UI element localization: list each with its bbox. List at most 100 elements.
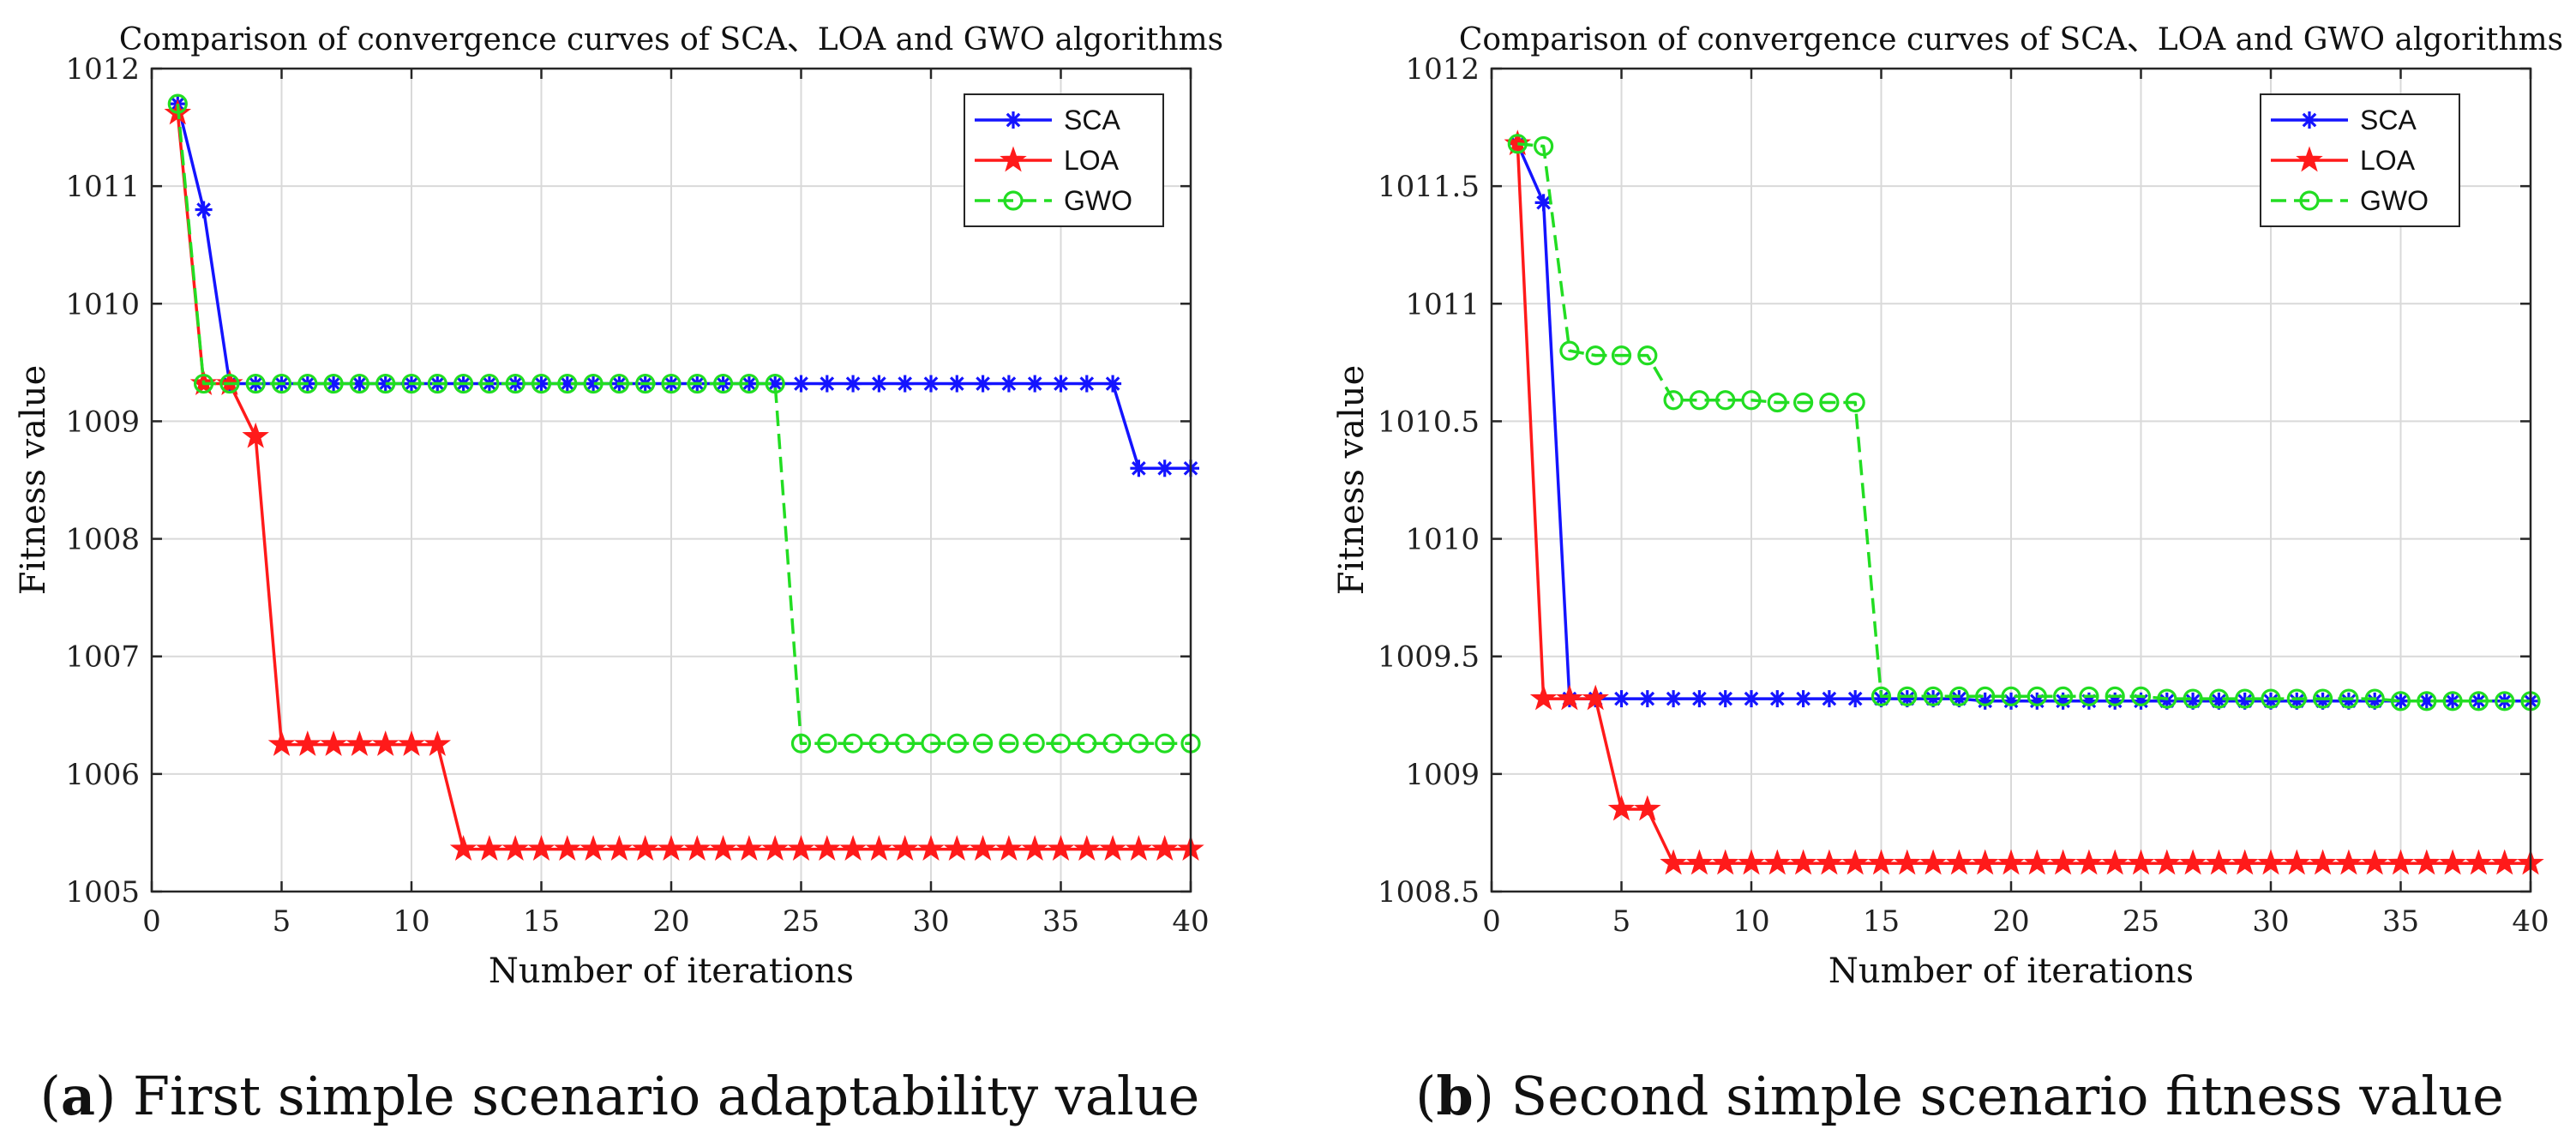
x-tick-label: 10 — [1732, 904, 1769, 939]
data-point-gwo — [2313, 688, 2333, 709]
y-tick-label: 1011.5 — [1378, 170, 1480, 204]
y-tick-label: 1009.5 — [1378, 640, 1480, 675]
data-point-sca — [1000, 375, 1018, 393]
data-point-loa — [865, 835, 893, 862]
data-point-loa — [2309, 849, 2337, 875]
caption-text: ) Second simple scenario fitness value — [1474, 1065, 2504, 1127]
data-point-sca — [1612, 690, 1630, 708]
data-point-sca — [896, 375, 914, 393]
chart-title: Comparison of convergence curves of SCA、… — [1459, 22, 2563, 57]
data-point-gwo — [1741, 390, 1762, 411]
y-tick-label: 1011 — [1405, 287, 1480, 321]
legend-marker-loa — [1000, 146, 1027, 172]
data-point-loa — [476, 835, 503, 862]
x-tick-label: 0 — [1482, 904, 1501, 939]
data-point-sca — [1156, 459, 1174, 477]
data-point-gwo — [401, 373, 422, 394]
x-tick-label: 0 — [142, 904, 161, 939]
data-point-loa — [839, 835, 867, 862]
legend-label-loa: LOA — [2360, 145, 2416, 176]
data-point-gwo — [1024, 733, 1045, 754]
data-point-loa — [2049, 849, 2077, 875]
data-point-loa — [2439, 849, 2466, 875]
data-point-loa — [1099, 835, 1126, 862]
series-gwo — [167, 93, 1201, 754]
legend-label-sca: SCA — [1064, 105, 1120, 135]
data-point-sca — [740, 375, 758, 393]
data-point-sca — [1820, 690, 1838, 708]
data-point-sca — [1768, 690, 1786, 708]
data-point-loa — [320, 730, 347, 756]
data-point-gwo — [2468, 691, 2489, 712]
data-point-loa — [2023, 849, 2051, 875]
data-point-gwo — [2390, 691, 2411, 712]
data-point-loa — [658, 835, 685, 862]
data-point-loa — [2490, 849, 2519, 875]
data-point-loa — [2179, 849, 2207, 875]
x-tick-label: 30 — [912, 904, 949, 939]
data-point-sca — [1130, 459, 1148, 477]
data-point-sca — [1716, 690, 1734, 708]
caption-letter: a — [61, 1065, 95, 1127]
data-point-sca — [1026, 375, 1044, 393]
data-point-loa — [1841, 849, 1869, 875]
data-point-loa — [2361, 849, 2388, 875]
data-point-gwo — [505, 373, 525, 394]
data-point-loa — [1556, 684, 1583, 711]
data-point-loa — [527, 835, 555, 862]
data-point-sca — [1794, 690, 1812, 708]
data-point-sca — [1846, 690, 1864, 708]
data-point-gwo — [2027, 686, 2047, 706]
data-point-gwo — [1050, 733, 1072, 754]
data-point-gwo — [2364, 688, 2385, 709]
data-point-gwo — [1663, 390, 1684, 411]
data-point-loa — [2127, 849, 2155, 875]
data-point-gwo — [2105, 686, 2125, 706]
data-point-sca — [195, 201, 213, 219]
x-tick-label: 35 — [1042, 904, 1079, 939]
data-point-loa — [814, 835, 841, 862]
data-point-loa — [1634, 795, 1661, 821]
data-point-sca — [1690, 690, 1708, 708]
y-tick-label: 1008 — [65, 523, 140, 557]
y-tick-label: 1012 — [1405, 52, 1480, 87]
data-point-gwo — [427, 373, 447, 394]
data-point-loa — [1738, 849, 1765, 875]
x-axis-label: Number of iterations — [1828, 952, 2194, 991]
data-point-loa — [1529, 684, 1558, 711]
data-point-gwo — [2157, 688, 2177, 709]
data-point-gwo — [1689, 390, 1710, 411]
series-loa — [1504, 129, 2544, 875]
y-tick-label: 1009 — [1405, 758, 1480, 792]
data-point-gwo — [1767, 392, 1787, 413]
data-point-gwo — [790, 733, 812, 754]
data-point-gwo — [2053, 686, 2074, 706]
y-tick-label: 1007 — [65, 640, 140, 675]
series-loa — [164, 99, 1204, 862]
data-point-loa — [1150, 835, 1179, 862]
data-point-sca — [870, 375, 888, 393]
x-tick-label: 15 — [523, 904, 560, 939]
data-point-loa — [761, 835, 789, 862]
data-point-loa — [1660, 849, 1687, 875]
data-point-sca — [792, 375, 810, 393]
legend-label-gwo: GWO — [1064, 185, 1132, 216]
data-point-sca — [1638, 690, 1656, 708]
series-line-loa — [1516, 143, 2531, 865]
legend: SCA LOA GWO — [964, 93, 1164, 227]
data-point-gwo — [219, 373, 240, 394]
data-point-gwo — [1077, 733, 1097, 754]
data-point-gwo — [1533, 135, 1554, 157]
data-point-loa — [2101, 849, 2129, 875]
data-point-loa — [1685, 849, 1714, 875]
data-point-gwo — [712, 373, 734, 394]
legend-marker-sca — [2301, 111, 2318, 129]
x-tick-label: 40 — [2512, 904, 2549, 939]
data-point-loa — [1711, 849, 1739, 875]
legend: SCA LOA GWO — [2260, 93, 2460, 227]
data-point-loa — [579, 835, 607, 862]
data-point-gwo — [739, 373, 760, 394]
data-point-gwo — [2339, 688, 2359, 709]
data-point-loa — [709, 835, 737, 862]
data-point-gwo — [687, 373, 707, 394]
